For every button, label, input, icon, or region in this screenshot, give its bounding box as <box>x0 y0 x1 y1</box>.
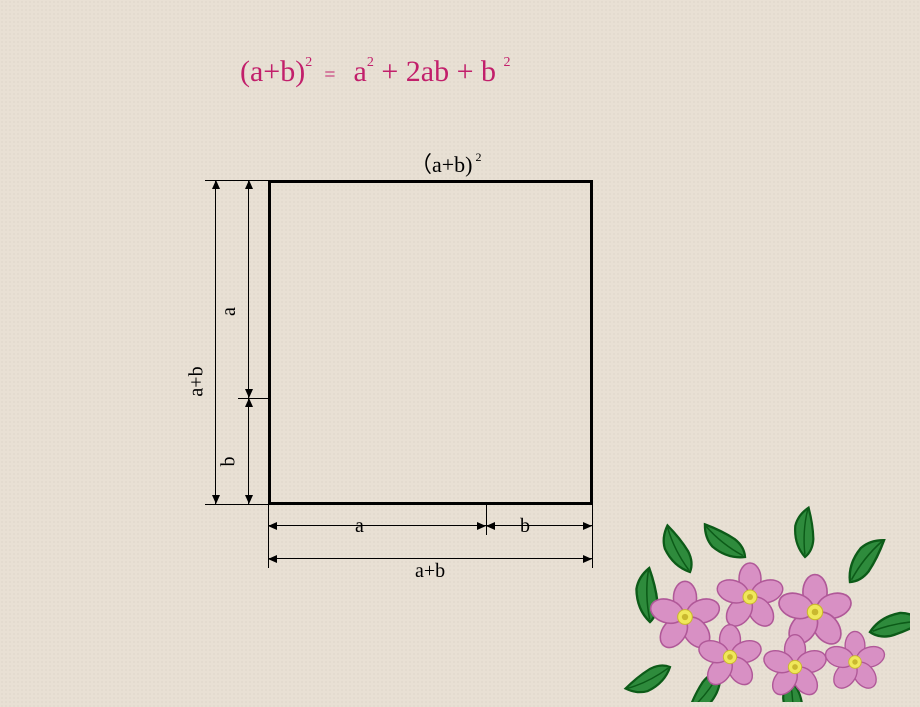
area-label-sup: 2 <box>476 150 482 164</box>
square-area-label: （a+b)2 <box>410 147 482 179</box>
formula-rhs: a2 + 2ab + b 2 <box>354 55 511 89</box>
arrow-icon <box>212 180 220 189</box>
label-a-bottom: a <box>355 515 364 538</box>
arrow-icon <box>268 522 277 530</box>
rhs-a-sup: 2 <box>367 55 374 70</box>
ext-line <box>238 398 268 399</box>
main-square <box>268 180 593 505</box>
label-b-bottom: b <box>520 515 530 538</box>
dim-b-bottom <box>486 525 592 526</box>
dim-a-left <box>248 180 249 398</box>
label-ab-bottom: a+b <box>415 560 445 583</box>
dim-ab-left <box>215 180 216 504</box>
arrow-icon <box>245 495 253 504</box>
dim-a-bottom <box>268 525 486 526</box>
rhs-a: a <box>354 55 367 88</box>
binomial-formula: (a+b)2 = a2 + 2ab + b 2 <box>240 55 510 89</box>
lhs-base: (a+b) <box>240 55 305 88</box>
ext-line <box>205 504 268 505</box>
label-ab-left: a+b <box>186 366 209 396</box>
rhs-b-sup: 2 <box>503 55 510 70</box>
arrow-icon <box>486 522 495 530</box>
arrow-icon <box>268 555 277 563</box>
label-a-left: a <box>218 307 241 316</box>
lhs-sup: 2 <box>305 55 312 70</box>
area-label-base: （a+b) <box>410 152 473 177</box>
dim-b-left <box>248 398 249 504</box>
ext-line <box>486 505 487 535</box>
arrow-icon <box>245 389 253 398</box>
label-b-left: b <box>218 457 241 467</box>
arrow-icon <box>212 495 220 504</box>
dim-ab-bottom <box>268 558 592 559</box>
formula-lhs: (a+b)2 <box>240 55 312 89</box>
rhs-mid: + 2ab + b <box>374 55 496 88</box>
flower-decoration <box>590 502 910 702</box>
arrow-icon <box>477 522 486 530</box>
arrow-icon <box>245 180 253 189</box>
equals-sign: = <box>324 64 335 87</box>
arrow-icon <box>245 398 253 407</box>
